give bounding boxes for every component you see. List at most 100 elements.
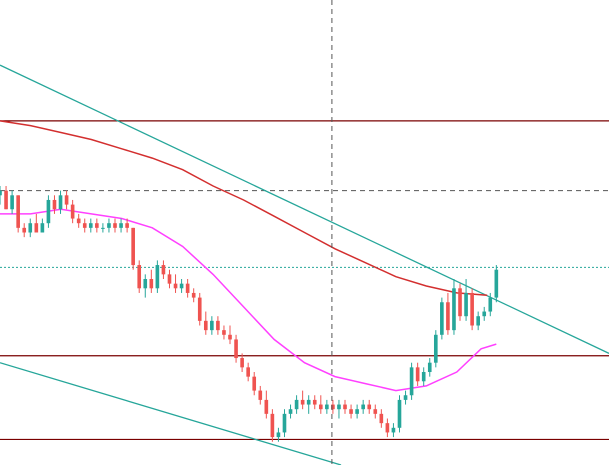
candle[interactable] bbox=[234, 334, 238, 363]
candle[interactable] bbox=[10, 190, 14, 214]
candle[interactable] bbox=[337, 399, 341, 419]
candle[interactable] bbox=[228, 325, 232, 345]
candle[interactable] bbox=[367, 399, 372, 414]
candle[interactable] bbox=[415, 362, 420, 386]
candle[interactable] bbox=[294, 395, 299, 414]
candle[interactable] bbox=[58, 190, 63, 214]
candle[interactable] bbox=[40, 218, 45, 233]
candle-body bbox=[264, 399, 269, 414]
candle[interactable] bbox=[318, 395, 323, 414]
candle[interactable] bbox=[361, 399, 365, 414]
candle[interactable] bbox=[34, 213, 39, 233]
candle[interactable] bbox=[355, 404, 359, 419]
candle[interactable] bbox=[222, 325, 226, 340]
candle[interactable] bbox=[76, 213, 81, 228]
candle[interactable] bbox=[276, 427, 281, 442]
candle[interactable] bbox=[312, 395, 317, 410]
candle[interactable] bbox=[325, 399, 329, 414]
candle-body bbox=[240, 358, 244, 368]
candle[interactable] bbox=[252, 372, 257, 396]
candle[interactable] bbox=[52, 195, 57, 214]
candle-body bbox=[252, 376, 257, 391]
candle[interactable] bbox=[331, 399, 335, 414]
candle[interactable] bbox=[458, 283, 462, 321]
candle[interactable] bbox=[300, 390, 305, 410]
candle-body bbox=[191, 292, 196, 298]
candle[interactable] bbox=[452, 279, 456, 335]
candle[interactable] bbox=[113, 218, 117, 233]
candle[interactable] bbox=[95, 218, 99, 233]
candle[interactable] bbox=[155, 260, 160, 293]
candle[interactable] bbox=[240, 353, 244, 372]
candle[interactable] bbox=[173, 274, 178, 293]
candle[interactable] bbox=[482, 306, 487, 321]
candle[interactable] bbox=[409, 362, 414, 400]
candle[interactable] bbox=[28, 218, 33, 238]
candle[interactable] bbox=[385, 418, 390, 438]
candle[interactable] bbox=[197, 292, 202, 326]
candle[interactable] bbox=[191, 288, 196, 303]
candle[interactable] bbox=[464, 279, 468, 321]
candle[interactable] bbox=[101, 223, 105, 233]
candle[interactable] bbox=[282, 409, 287, 438]
candle-body bbox=[391, 427, 396, 433]
candle[interactable] bbox=[397, 395, 402, 433]
trendline-1[interactable] bbox=[0, 362, 342, 465]
candle[interactable] bbox=[391, 423, 396, 438]
candle[interactable] bbox=[131, 227, 135, 270]
candle-body bbox=[137, 265, 142, 289]
candle-body bbox=[355, 409, 359, 414]
candle-body bbox=[433, 334, 438, 363]
candle[interactable] bbox=[167, 269, 172, 289]
candle[interactable] bbox=[264, 390, 269, 419]
candle[interactable] bbox=[203, 311, 208, 335]
candle-body bbox=[306, 399, 311, 405]
candle[interactable] bbox=[46, 195, 51, 228]
candle[interactable] bbox=[16, 195, 20, 233]
candle[interactable] bbox=[149, 269, 154, 293]
candle[interactable] bbox=[306, 395, 311, 414]
candle[interactable] bbox=[258, 385, 263, 405]
candle[interactable] bbox=[476, 311, 480, 331]
candle[interactable] bbox=[373, 404, 378, 419]
candle[interactable] bbox=[185, 279, 190, 298]
candle[interactable] bbox=[246, 362, 250, 382]
candle[interactable] bbox=[4, 186, 8, 210]
candle[interactable] bbox=[470, 288, 474, 331]
candle[interactable] bbox=[379, 409, 384, 428]
candle[interactable] bbox=[343, 399, 347, 414]
candle[interactable] bbox=[427, 358, 432, 377]
candle[interactable] bbox=[88, 218, 93, 233]
candle[interactable] bbox=[70, 199, 75, 224]
candle[interactable] bbox=[125, 218, 129, 233]
candle[interactable] bbox=[0, 186, 2, 205]
candle[interactable] bbox=[64, 190, 69, 210]
candle[interactable] bbox=[433, 330, 438, 368]
candle[interactable] bbox=[421, 367, 426, 386]
candles[interactable] bbox=[0, 186, 499, 442]
candle-body bbox=[440, 302, 444, 335]
candle[interactable] bbox=[82, 218, 87, 233]
candle[interactable] bbox=[440, 297, 444, 340]
candle[interactable] bbox=[161, 260, 166, 279]
candle[interactable] bbox=[179, 279, 184, 293]
candle[interactable] bbox=[137, 260, 142, 293]
candle[interactable] bbox=[349, 404, 353, 419]
candle[interactable] bbox=[446, 292, 450, 335]
candle[interactable] bbox=[107, 218, 111, 233]
candle[interactable] bbox=[494, 265, 499, 303]
trendline-0[interactable] bbox=[0, 64, 609, 354]
candle[interactable] bbox=[143, 274, 148, 298]
candle[interactable] bbox=[119, 218, 123, 233]
candle[interactable] bbox=[288, 404, 293, 419]
candle[interactable] bbox=[210, 316, 214, 335]
trendlines bbox=[0, 64, 609, 465]
candle[interactable] bbox=[22, 223, 27, 238]
candle[interactable] bbox=[216, 316, 220, 335]
candle[interactable] bbox=[403, 390, 408, 405]
candle[interactable] bbox=[488, 292, 493, 317]
candle[interactable] bbox=[270, 409, 275, 442]
candle-body bbox=[331, 404, 335, 410]
